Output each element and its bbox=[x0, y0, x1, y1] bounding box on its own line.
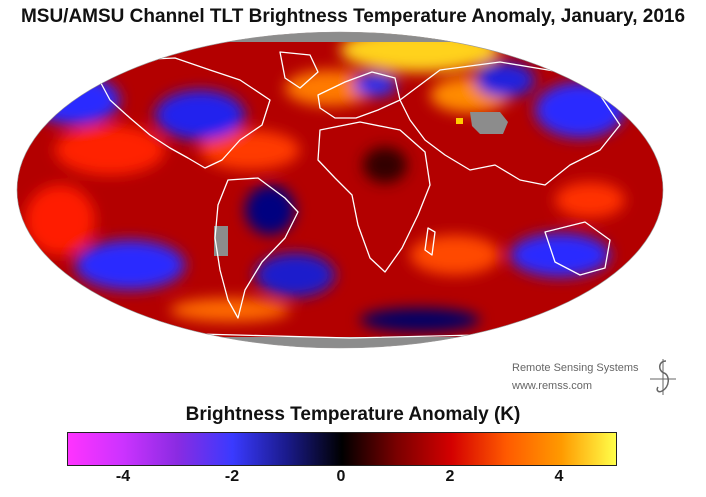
anomaly-cold-south-pacific bbox=[75, 240, 185, 290]
anomaly-cold-southern-ocean bbox=[510, 233, 610, 277]
coastline-asia bbox=[399, 61, 621, 186]
anomaly-cold-brazil bbox=[245, 185, 295, 235]
colorbar bbox=[67, 432, 617, 466]
anomaly-hot-australia bbox=[555, 182, 625, 218]
anomaly-hot-indian bbox=[410, 235, 500, 275]
anomaly-map bbox=[16, 31, 664, 349]
missing-data-tibet bbox=[470, 112, 508, 134]
colorbar-tick: -2 bbox=[224, 468, 240, 485]
anomaly-hot-pacific bbox=[55, 125, 165, 175]
map-title: MSU/AMSU Channel TLT Brightness Temperat… bbox=[20, 6, 686, 27]
colorbar-tick: -4 bbox=[115, 468, 131, 485]
anomaly-cold-north-pacific bbox=[535, 82, 625, 138]
anomaly-neutral-africa bbox=[363, 147, 407, 183]
credit-url[interactable]: www.remss.com bbox=[512, 380, 593, 392]
colorbar-tick: 0 bbox=[336, 468, 346, 485]
missing-data-antarctica bbox=[17, 337, 663, 348]
map-outline bbox=[16, 31, 664, 349]
missing-data-polar-north bbox=[17, 32, 663, 42]
coastline-australia bbox=[544, 221, 611, 276]
legend-title: Brightness Temperature Anomaly (K) bbox=[185, 404, 521, 425]
anomaly-warm-west bbox=[25, 185, 95, 255]
missing-data-andes bbox=[214, 226, 228, 256]
coastline-africa bbox=[317, 121, 431, 273]
anomaly-cold-alaska bbox=[30, 75, 120, 125]
colorbar-tick: 2 bbox=[445, 468, 455, 485]
anomaly-hot-atlantic bbox=[200, 130, 300, 170]
anomaly-cold-antarctic-rim bbox=[360, 308, 480, 332]
coastline-europe bbox=[317, 71, 401, 119]
coastline-north-america bbox=[94, 57, 271, 169]
coastline-madagascar bbox=[424, 227, 436, 256]
anomaly-hot-south-pacific bbox=[170, 298, 290, 322]
anomaly-cold-scandinavia bbox=[353, 73, 397, 97]
anomaly-cold-north-america bbox=[155, 90, 245, 140]
anomaly-cold-south-atlantic bbox=[255, 253, 335, 297]
hot-spot-tibet bbox=[456, 118, 463, 124]
colorbar-tick: 4 bbox=[554, 468, 564, 485]
coastline-south-america bbox=[214, 177, 299, 319]
credit-org: Remote Sensing Systems bbox=[512, 362, 639, 374]
coastline-greenland bbox=[279, 51, 319, 89]
anomaly-cold-russia bbox=[475, 62, 535, 98]
rss-logo-icon bbox=[650, 359, 676, 395]
